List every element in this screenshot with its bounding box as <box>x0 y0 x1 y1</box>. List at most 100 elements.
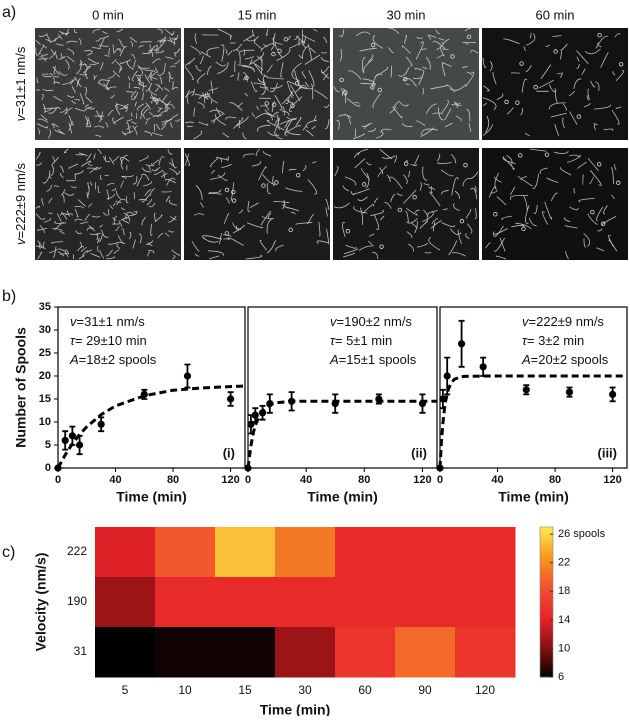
spool <box>553 49 558 54</box>
colorbar-step <box>540 574 553 578</box>
heat-cell <box>95 577 156 628</box>
spool <box>597 33 602 38</box>
point <box>479 363 487 371</box>
x-axis-label: Time (min) <box>498 489 569 505</box>
column-header: 30 min <box>386 7 425 22</box>
symbol: v <box>13 237 28 245</box>
colorbar-step <box>540 644 553 648</box>
colorbar-step <box>540 617 553 620</box>
column-header: 60 min <box>535 7 574 22</box>
x-tick-label: 0 <box>245 474 251 486</box>
heat-cell <box>275 627 336 678</box>
x-axis-label: Time (min) <box>116 489 187 505</box>
spool <box>466 34 472 40</box>
filaments <box>35 148 181 260</box>
colorbar-step <box>540 567 553 570</box>
colorbar-step <box>540 609 553 613</box>
spool <box>576 114 582 119</box>
spool <box>403 161 409 166</box>
text: = 29±10 min <box>75 333 147 348</box>
spool <box>261 183 266 188</box>
symbol: τ <box>70 333 76 348</box>
colorbar-step <box>540 532 553 535</box>
point <box>183 372 192 380</box>
y-tick-label: 0 <box>45 462 51 474</box>
annotation: A=15±1 spools <box>329 352 417 367</box>
spool <box>450 54 455 59</box>
colorbar-step <box>540 637 553 640</box>
point <box>251 411 259 419</box>
colorbar-step <box>540 652 553 655</box>
text: =190±2 nm/s <box>337 314 413 329</box>
filaments <box>333 148 479 260</box>
annotation: v=222±9 nm/s <box>522 314 604 329</box>
spool <box>504 99 509 105</box>
spool <box>342 90 348 95</box>
heat-cell <box>215 627 276 678</box>
colorbar-step <box>540 649 553 653</box>
colorbar-step <box>540 632 553 635</box>
colorbar-step <box>540 572 553 575</box>
annotation: τ= 5±1 min <box>330 333 392 348</box>
colorbar-label: 14 <box>558 614 570 626</box>
heat-cell <box>155 527 216 578</box>
heat-cell <box>215 527 276 578</box>
colorbar-step <box>540 592 553 595</box>
point <box>97 420 105 428</box>
text: =15±1 spools <box>339 352 417 367</box>
y-tick-label: 20 <box>39 370 51 382</box>
y-tick-label: 222 <box>67 544 87 558</box>
colorbar-step <box>540 559 553 563</box>
column-header: 0 min <box>92 7 124 22</box>
colorbar-step <box>540 639 553 643</box>
plot-frame <box>57 306 246 469</box>
spool <box>290 103 295 108</box>
colorbar-step <box>540 539 553 543</box>
spool <box>600 221 606 226</box>
colorbar-label: 26 spools <box>558 528 606 540</box>
colorbar-step <box>540 529 553 533</box>
spool <box>616 180 621 185</box>
y-axis-label: Velocity (nm/s) <box>33 553 49 652</box>
heat-cell <box>155 627 216 678</box>
x-axis-label: Time (min) <box>260 702 331 716</box>
colorbar-step <box>540 607 553 610</box>
colorbar-label: 10 <box>558 642 570 654</box>
colorbar-step <box>540 549 553 553</box>
colorbar-step <box>540 569 553 573</box>
heat-cell <box>335 577 396 628</box>
text: =20±2 spools <box>531 352 609 367</box>
text: =222±9 nm/s <box>529 314 605 329</box>
text: =31±1 nm/s <box>77 314 146 329</box>
x-tick-label: 120 <box>475 683 495 697</box>
colorbar-label: 6 <box>558 671 564 683</box>
colorbar-step <box>540 547 553 550</box>
spool <box>277 48 282 54</box>
y-tick-label: 35 <box>39 301 51 313</box>
panel-tag: (iii) <box>598 445 618 460</box>
symbol: τ <box>522 333 528 348</box>
spool <box>271 102 277 107</box>
micrograph <box>482 148 628 260</box>
micrograph <box>333 27 479 140</box>
x-tick-label: 120 <box>221 474 239 486</box>
heat-cell <box>215 577 276 628</box>
fit-line <box>438 374 627 469</box>
spool <box>264 101 269 106</box>
x-tick-label: 40 <box>491 474 503 486</box>
symbol: A <box>69 352 79 367</box>
heat-cell <box>95 627 156 678</box>
colorbar-step <box>540 619 553 623</box>
text: = 3±2 min <box>527 333 584 348</box>
spool <box>377 87 382 93</box>
fit-line <box>246 399 437 469</box>
colorbar-step <box>540 629 553 633</box>
point <box>75 441 84 449</box>
y-tick-label: 31 <box>74 644 88 658</box>
colorbar-step <box>540 654 553 658</box>
spool <box>244 75 249 81</box>
spool <box>288 227 293 233</box>
symbol: v <box>13 113 28 121</box>
micrograph-bg <box>35 28 181 140</box>
x-tick-label: 40 <box>300 474 312 486</box>
